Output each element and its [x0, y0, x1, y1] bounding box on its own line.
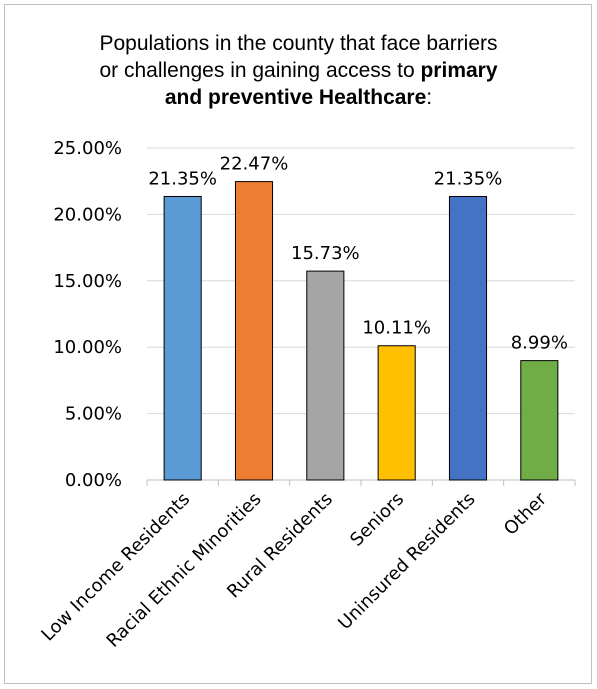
data-label: 8.99% [511, 333, 568, 354]
data-label: 15.73% [291, 243, 360, 264]
title-line-3: and preventive Healthcare: [0, 84, 597, 111]
category-label: Seniors [346, 489, 408, 551]
title-line-1: Populations in the county that face barr… [0, 30, 597, 57]
title-line-2-text: or challenges in gaining access to [99, 59, 421, 82]
data-label: 21.35% [434, 168, 503, 189]
y-tick-label: 0.00% [65, 470, 122, 491]
title-line-3-suffix: : [426, 86, 433, 109]
data-label: 10.11% [362, 318, 431, 339]
bar [306, 270, 345, 481]
bar [377, 345, 416, 481]
bar [234, 181, 274, 481]
y-tick-label: 10.00% [53, 337, 122, 358]
y-tick-label: 25.00% [53, 138, 122, 159]
data-label: 21.35% [148, 168, 217, 189]
bar [448, 195, 488, 481]
y-tick-label: 15.00% [53, 271, 122, 292]
y-tick-label: 20.00% [53, 204, 122, 225]
bar [520, 360, 559, 481]
bar [163, 195, 202, 481]
chart-title: Populations in the county that face barr… [0, 30, 597, 111]
chart-frame [4, 4, 592, 684]
category-label: Uninsured Residents [334, 489, 479, 634]
data-label: 22.47% [220, 154, 289, 175]
category-label: Other [500, 488, 551, 539]
title-line-1-text: Populations in the county that face barr… [99, 32, 498, 55]
category-label: Low Income Residents [37, 489, 194, 646]
title-line-2: or challenges in gaining access to prima… [0, 57, 597, 84]
y-tick-label: 5.00% [65, 404, 122, 425]
title-line-2-bold: primary [420, 59, 498, 82]
title-line-3-bold: and preventive Healthcare [164, 86, 427, 109]
